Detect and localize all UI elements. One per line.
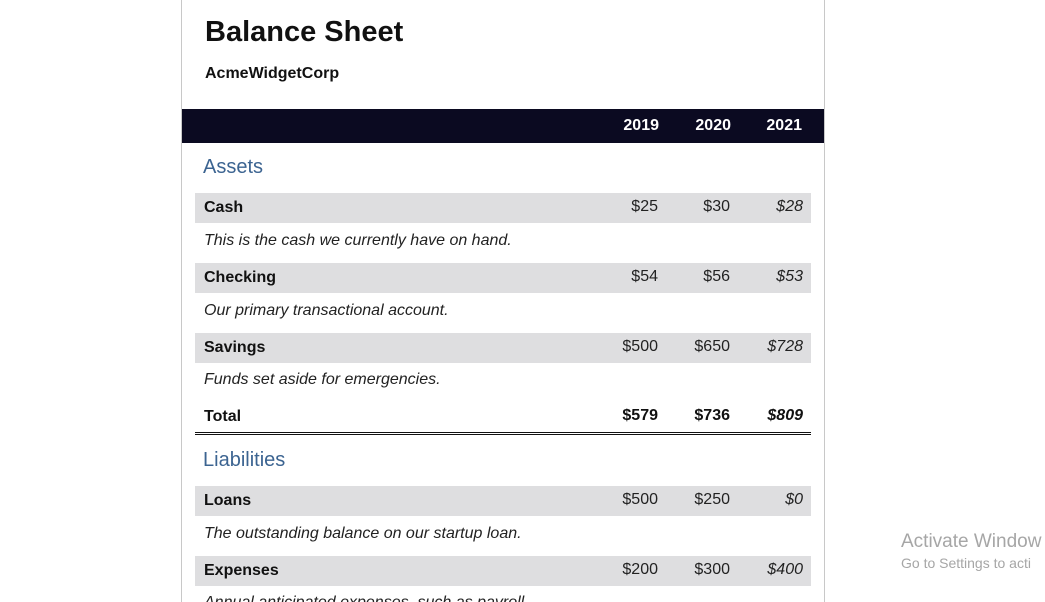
total-2020: $736 (694, 407, 730, 424)
year-header-2021: 2021 (766, 117, 802, 134)
cell-2019: $25 (631, 198, 658, 215)
cell-2021: $28 (776, 198, 803, 215)
cell-2021: $400 (767, 561, 803, 578)
cell-2019: $54 (631, 268, 658, 285)
table-row-checking: Checking $54 $56 $53 (195, 263, 811, 293)
row-description: Funds set aside for emergencies. (204, 371, 441, 388)
year-header-bar: 2019 2020 2021 (182, 109, 824, 143)
year-header-2020: 2020 (695, 117, 731, 134)
total-2021: $809 (767, 407, 803, 424)
total-2019: $579 (622, 407, 658, 424)
row-label: Cash (204, 199, 244, 216)
table-row-savings: Savings $500 $650 $728 (195, 333, 811, 363)
table-row-expenses: Expenses $200 $300 $400 (195, 556, 811, 586)
cell-2020: $56 (703, 268, 730, 285)
cell-2020: $650 (694, 338, 730, 355)
total-label: Total (204, 408, 242, 425)
row-label: Loans (204, 492, 252, 509)
cell-2019: $200 (622, 561, 658, 578)
row-description: Annual anticipated expenses, such as pay… (204, 593, 529, 602)
cell-2020: $30 (703, 198, 730, 215)
watermark-line-2: Go to Settings to acti (901, 555, 1031, 571)
row-label: Expenses (204, 562, 279, 579)
activate-windows-watermark: Activate Window Go to Settings to acti (901, 530, 1041, 572)
company-name: AcmeWidgetCorp (205, 65, 340, 82)
watermark-line-1: Activate Window (901, 531, 1042, 552)
row-label: Savings (204, 339, 266, 356)
cell-2020: $300 (694, 561, 730, 578)
cell-2019: $500 (622, 338, 658, 355)
section-title-liabilities: Liabilities (203, 449, 286, 471)
cell-2021: $0 (785, 491, 803, 508)
year-header-2019: 2019 (623, 117, 659, 134)
table-row-cash: Cash $25 $30 $28 (195, 193, 811, 223)
page-title: Balance Sheet (205, 16, 404, 48)
row-label: Checking (204, 269, 277, 286)
cell-2021: $728 (767, 338, 803, 355)
row-description: The outstanding balance on our startup l… (204, 525, 522, 542)
row-description: This is the cash we currently have on ha… (204, 232, 512, 249)
cell-2020: $250 (694, 491, 730, 508)
section-title-assets: Assets (203, 156, 264, 178)
balance-sheet-page: Balance Sheet AcmeWidgetCorp 2019 2020 2… (181, 0, 825, 602)
cell-2021: $53 (776, 268, 803, 285)
row-description: Our primary transactional account. (204, 302, 449, 319)
table-row-loans: Loans $500 $250 $0 (195, 486, 811, 516)
table-row-total: Total $579 $736 $809 (195, 402, 811, 435)
cell-2019: $500 (622, 491, 658, 508)
